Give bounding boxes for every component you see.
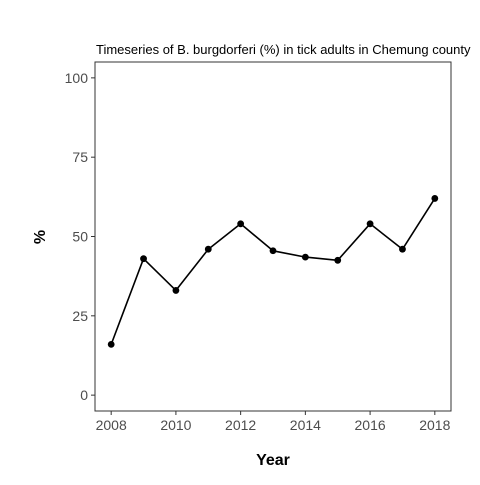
data-point: [399, 245, 406, 253]
y-axis-title: %: [32, 230, 49, 244]
data-point: [237, 220, 245, 228]
data-point: [140, 255, 147, 263]
x-tick-label: 2016: [355, 417, 386, 433]
data-point: [431, 195, 439, 202]
y-tick-label: 0: [80, 387, 88, 403]
x-tick-label: 2010: [160, 417, 191, 433]
data-point: [269, 247, 277, 255]
plot-panel: [94, 61, 452, 412]
x-axis: 2008 2010 2012 2014 2016 2018: [96, 411, 451, 433]
y-tick-label: 75: [72, 149, 88, 165]
y-tick-label: 25: [72, 308, 88, 324]
data-point: [172, 287, 180, 294]
x-tick-label: 2018: [419, 417, 450, 433]
y-tick-label: 100: [65, 70, 89, 86]
data-point: [334, 256, 342, 264]
x-tick-label: 2012: [225, 417, 256, 433]
y-tick-label: 50: [72, 229, 88, 245]
data-point: [204, 245, 212, 253]
data-points: [107, 195, 439, 348]
x-tick-label: 2014: [290, 417, 321, 433]
data-point: [366, 220, 374, 228]
x-axis-title: Year: [256, 452, 290, 469]
data-point: [301, 253, 309, 261]
x-tick-label: 2008: [96, 417, 127, 433]
y-axis: 0 25 50 75 100: [65, 70, 95, 403]
data-point: [107, 340, 115, 348]
chart-title: Timeseries of B. burgdorferi (%) in tick…: [96, 42, 471, 57]
series-line: [110, 197, 436, 345]
